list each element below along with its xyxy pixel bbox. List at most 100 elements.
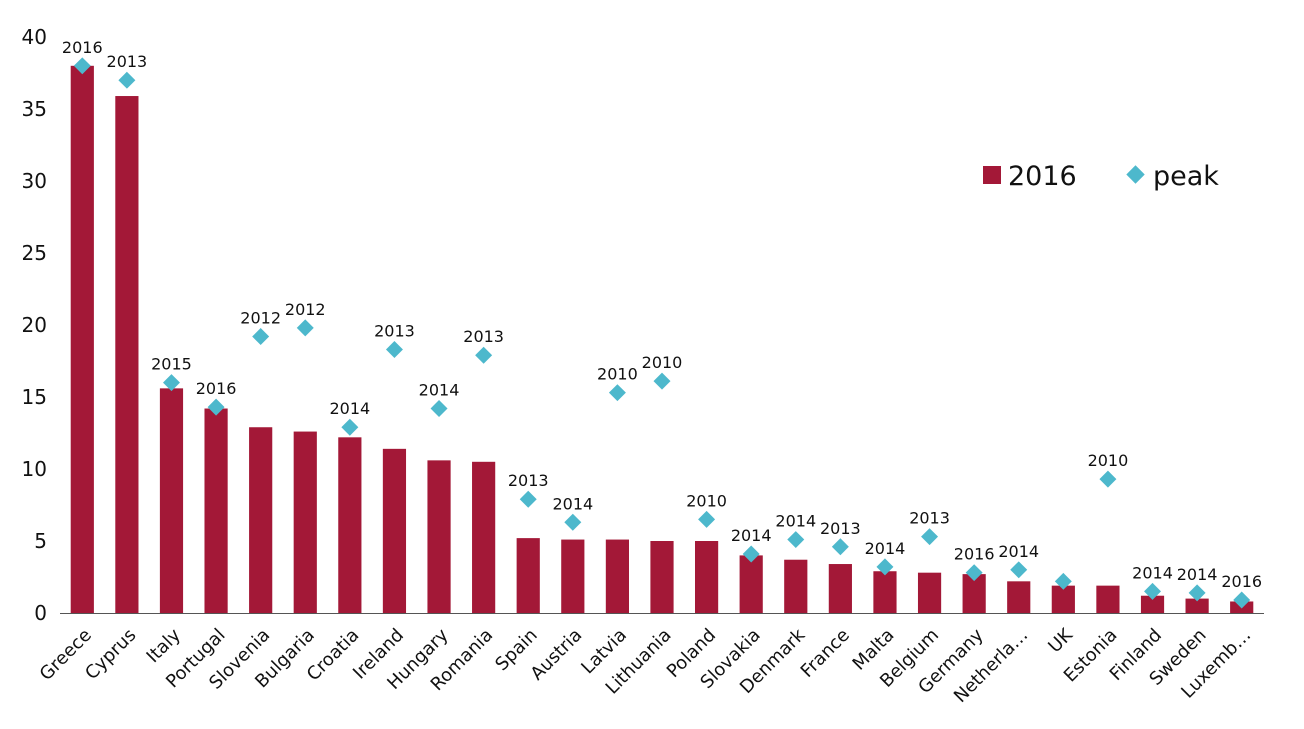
peak-point (1233, 591, 1251, 609)
peak-year-label: 2010 (1088, 451, 1129, 470)
peak-point (876, 558, 894, 576)
peak-year-label: 2014 (1177, 565, 1218, 584)
bar (516, 538, 540, 613)
peak-year-label: 2014 (329, 399, 370, 418)
peak-point (698, 510, 716, 528)
peak-point (162, 374, 180, 392)
bar (561, 539, 585, 613)
bar (427, 460, 451, 613)
bar (382, 448, 407, 613)
peak-year-label: 2016 (954, 545, 995, 564)
bar (115, 96, 139, 614)
bar (338, 437, 362, 613)
peak-point (564, 513, 582, 531)
y-tick-label: 20 (22, 313, 47, 337)
peak-year-label: 2014 (552, 494, 593, 513)
peak-point (653, 372, 671, 390)
peak-point (207, 398, 225, 416)
peak-point (519, 490, 537, 508)
y-tick-label: 25 (22, 241, 47, 265)
bar (70, 65, 94, 614)
peak-point (1099, 470, 1117, 488)
peak-point (118, 71, 136, 89)
peak-year-label: 2013 (909, 509, 950, 528)
peak-year-label: 2010 (686, 491, 727, 510)
peak-point (252, 328, 270, 346)
peak-point (921, 528, 939, 546)
peak-year-label: 2016 (196, 379, 237, 398)
peak-point (1188, 584, 1206, 602)
y-tick-label: 35 (22, 97, 47, 121)
peak-point (742, 545, 760, 563)
peak-point (1010, 561, 1028, 579)
bar (293, 431, 317, 613)
peak-point (787, 531, 805, 549)
y-tick-label: 10 (22, 457, 47, 481)
bar (1140, 595, 1165, 613)
peak-year-label: 2010 (597, 365, 638, 384)
bar (917, 572, 942, 613)
peak-year-label: 2010 (642, 353, 683, 372)
bar (472, 461, 496, 613)
peak-year-label: 2013 (374, 321, 415, 340)
legend-swatch-2016 (983, 166, 1001, 184)
peak-point (1054, 572, 1072, 590)
peak-year-label: 2014 (1132, 563, 1173, 582)
peak-year-label: 2014 (419, 381, 460, 400)
peak-year-label: 2014 (998, 542, 1039, 561)
y-tick-label: 5 (34, 529, 47, 553)
peak-point (965, 564, 983, 582)
bar (1096, 585, 1120, 613)
legend: 2016 peak (983, 161, 1219, 192)
peak-point (385, 340, 403, 358)
y-tick-label: 40 (22, 25, 47, 49)
bar (962, 574, 986, 613)
x-tick-label: UK (1044, 624, 1077, 657)
bar (784, 559, 808, 613)
y-tick-label: 30 (22, 169, 47, 193)
bar (828, 564, 852, 613)
y-tick-label: 0 (34, 601, 47, 625)
bar (694, 541, 719, 613)
peak-year-label: 2014 (865, 539, 906, 558)
peak-year-label: 2015 (151, 355, 192, 374)
bars (70, 65, 1254, 614)
peak-point (1144, 582, 1162, 600)
peak-year-label: 2013 (820, 519, 861, 538)
bar (249, 427, 273, 613)
bar (204, 408, 228, 613)
bar (159, 388, 184, 613)
legend-marker-peak (1126, 165, 1145, 184)
bar (1185, 598, 1209, 613)
peak-point (831, 538, 849, 556)
peak-point (475, 346, 493, 364)
x-tick-label: France (797, 625, 854, 682)
bar (605, 539, 630, 613)
y-tick-label: 15 (22, 385, 47, 409)
peak-year-label: 2016 (62, 38, 103, 57)
peak-point (341, 418, 359, 436)
peak-year-label: 2013 (508, 471, 549, 490)
peak-year-label: 2016 (1221, 572, 1262, 591)
peak-year-label: 2014 (775, 512, 816, 531)
legend-label-peak: peak (1153, 161, 1219, 192)
peak-point (430, 400, 448, 418)
peak-year-label: 2014 (731, 526, 772, 545)
legend-label-2016: 2016 (1008, 161, 1077, 192)
bar (650, 541, 674, 613)
peak-point (296, 319, 314, 337)
y-axis: 0 5 10 15 20 25 30 35 40 (22, 25, 47, 625)
peak-year-label: 2013 (107, 52, 148, 71)
bar (873, 571, 897, 613)
bar (739, 555, 763, 613)
peak-year-label: 2013 (463, 327, 504, 346)
x-tick-label: Cyprus (81, 625, 140, 684)
bar (1051, 585, 1075, 613)
peak-points (73, 57, 1251, 609)
peak-year-label: 2012 (285, 300, 326, 319)
bar (1007, 581, 1031, 613)
peak-point (608, 384, 626, 402)
